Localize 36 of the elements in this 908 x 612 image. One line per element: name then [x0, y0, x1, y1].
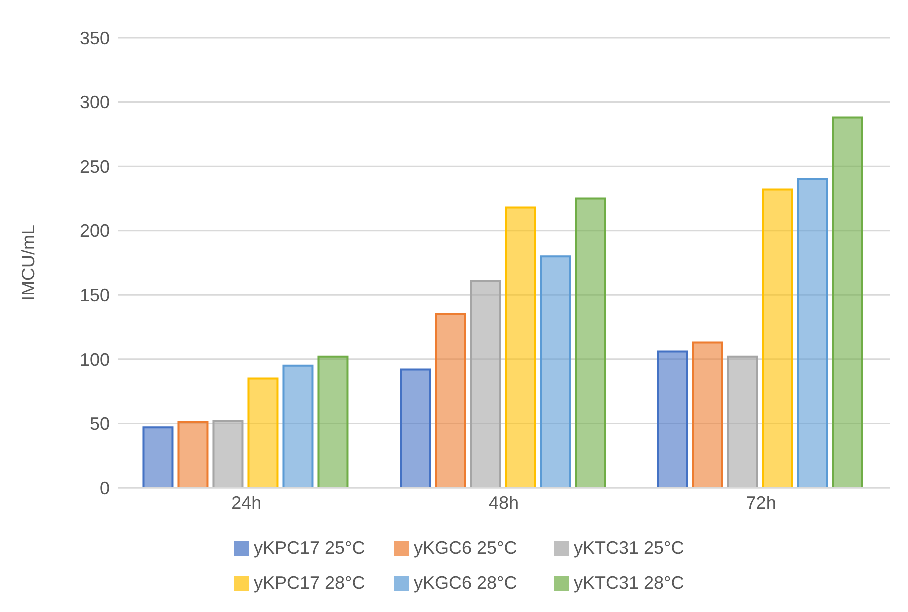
bar — [727, 356, 758, 488]
bar — [657, 350, 688, 488]
bar — [797, 178, 828, 488]
bar — [400, 368, 432, 488]
x-tick-label: 48h — [488, 492, 520, 513]
legend-label: yKGC6 28°C — [414, 573, 518, 594]
legend-label: yKPC17 28°C — [254, 573, 366, 594]
bar — [762, 188, 794, 488]
bar — [212, 420, 244, 488]
y-tick-label: 150 — [80, 286, 110, 306]
bar — [575, 198, 606, 488]
legend-label: yKTC31 25°C — [574, 538, 684, 559]
bar — [318, 356, 349, 488]
bar — [142, 426, 174, 488]
bar — [505, 206, 536, 488]
bar — [248, 378, 279, 488]
legend-label: yKGC6 25°C — [414, 538, 518, 559]
bar — [540, 256, 572, 488]
y-axis-title: IMCU/mL — [18, 225, 38, 301]
y-tick-label: 200 — [80, 221, 110, 242]
bar — [178, 421, 209, 488]
bar — [692, 342, 724, 488]
bar — [832, 116, 864, 488]
legend-label: yKTC31 28°C — [574, 573, 684, 594]
x-tick-label: 72h — [746, 492, 776, 513]
y-tick-label: 300 — [80, 92, 110, 113]
y-tick-label: 0 — [100, 478, 110, 498]
legend-label: yKPC17 25°C — [254, 538, 366, 559]
y-tick-label: 100 — [80, 350, 110, 370]
bar — [282, 364, 314, 488]
x-tick-label: 24h — [232, 492, 262, 513]
y-tick-label: 350 — [80, 28, 110, 48]
bar — [435, 313, 466, 488]
bar — [470, 280, 502, 488]
y-tick-label: 50 — [90, 414, 110, 434]
y-tick-label: 250 — [80, 156, 110, 177]
